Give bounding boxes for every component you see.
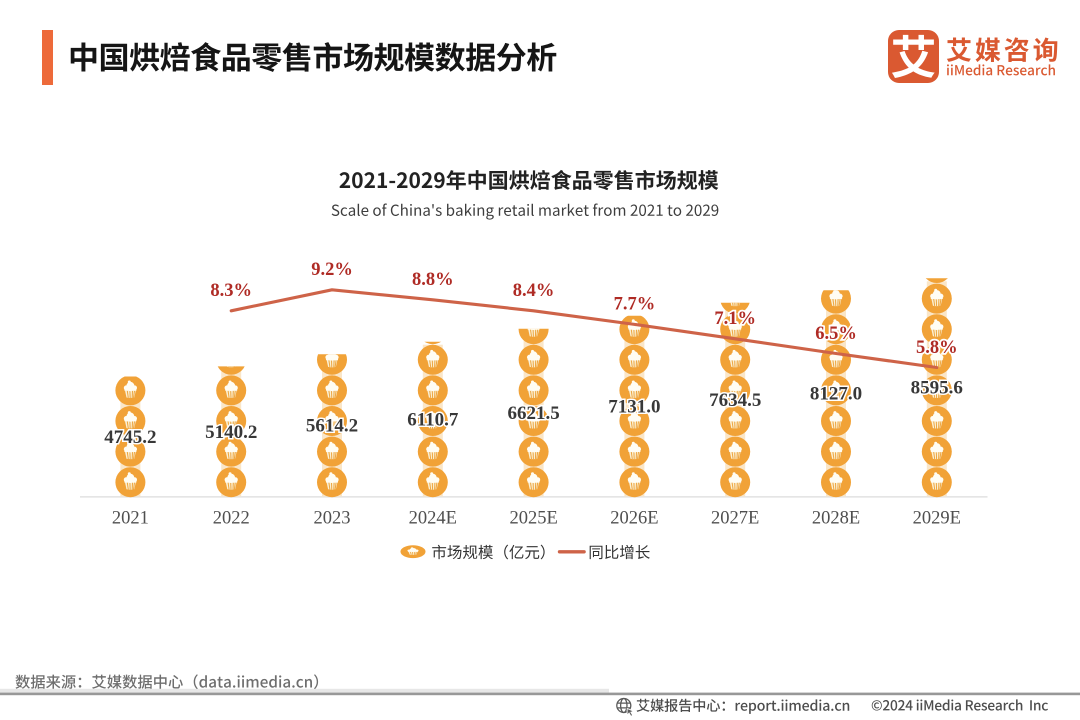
svg-text:6.5%: 6.5% [815, 324, 857, 344]
svg-text:4745.2: 4745.2 [104, 427, 156, 448]
svg-text:6621.5: 6621.5 [507, 403, 559, 424]
svg-text:7.1%: 7.1% [714, 309, 756, 329]
svg-text:2028E: 2028E [812, 509, 860, 529]
svg-text:2021: 2021 [112, 509, 149, 529]
svg-text:7634.5: 7634.5 [709, 390, 761, 411]
svg-text:5140.2: 5140.2 [205, 422, 257, 443]
svg-text:8.3%: 8.3% [210, 281, 252, 301]
svg-text:7131.0: 7131.0 [608, 396, 660, 417]
svg-text:2029E: 2029E [913, 509, 961, 529]
svg-text:5614.2: 5614.2 [306, 416, 358, 437]
svg-text:2022: 2022 [213, 509, 250, 529]
svg-text:9.2%: 9.2% [311, 260, 353, 280]
svg-text:2026E: 2026E [610, 509, 658, 529]
svg-text:8595.6: 8595.6 [911, 378, 963, 399]
svg-text:5.8%: 5.8% [916, 338, 958, 358]
svg-text:2024E: 2024E [409, 509, 457, 529]
svg-text:2023: 2023 [314, 509, 351, 529]
svg-text:8127.0: 8127.0 [810, 384, 862, 405]
svg-text:8.4%: 8.4% [513, 281, 555, 301]
svg-text:2027E: 2027E [711, 509, 759, 529]
svg-text:2025E: 2025E [509, 509, 557, 529]
svg-text:8.8%: 8.8% [412, 270, 454, 290]
svg-text:6110.7: 6110.7 [407, 409, 459, 430]
svg-text:7.7%: 7.7% [614, 295, 656, 315]
